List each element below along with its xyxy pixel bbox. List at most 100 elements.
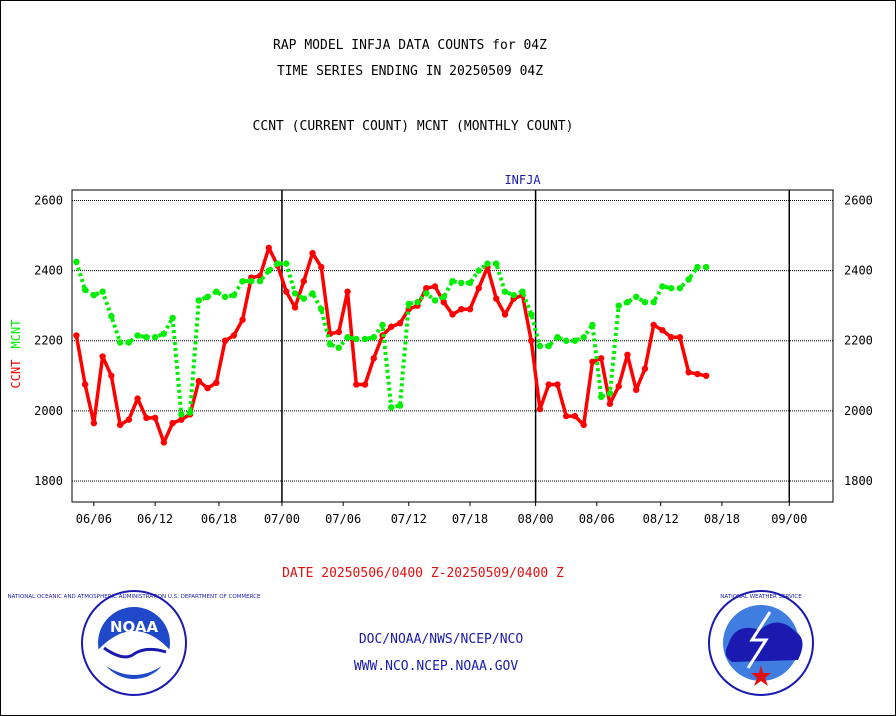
data-point-ccnt — [353, 381, 360, 388]
data-point-mcnt — [195, 297, 203, 304]
plot-border — [71, 189, 834, 503]
data-point-ccnt — [632, 386, 640, 394]
data-point-mcnt — [414, 298, 421, 306]
data-point-ccnt — [598, 355, 605, 362]
nws-logo: NATIONAL WEATHER SERVICE — [708, 590, 814, 696]
data-point-ccnt — [606, 400, 614, 408]
data-point-ccnt — [143, 414, 150, 422]
data-point-mcnt — [213, 288, 220, 295]
data-point-ccnt — [151, 414, 159, 422]
data-point-ccnt — [108, 372, 115, 379]
data-point-mcnt — [160, 330, 168, 337]
data-point-mcnt — [221, 293, 229, 301]
data-point-mcnt — [659, 283, 666, 290]
data-point-ccnt — [90, 419, 98, 427]
data-point-mcnt — [589, 321, 596, 329]
data-point-ccnt — [396, 320, 404, 327]
data-point-ccnt — [702, 372, 710, 379]
x-tick-label: 06/18 — [201, 512, 237, 526]
data-point-ccnt — [659, 327, 666, 334]
data-point-ccnt — [458, 305, 465, 313]
data-point-ccnt — [667, 334, 675, 341]
data-point-mcnt — [239, 277, 246, 285]
y-tick-label-left: 2600 — [34, 194, 63, 208]
data-point-ccnt — [641, 365, 649, 372]
data-point-ccnt — [283, 288, 290, 295]
chart-title-line1: RAP MODEL INFJA DATA COUNTS for 04Z — [273, 38, 547, 53]
x-tick-label: 07/06 — [325, 512, 361, 526]
x-tick-label: 08/06 — [579, 512, 615, 526]
x-tick-label: 06/12 — [137, 512, 173, 526]
data-point-ccnt — [178, 416, 185, 423]
y-tick-label-right: 2000 — [844, 404, 873, 418]
data-point-mcnt — [134, 332, 141, 339]
data-point-ccnt — [125, 416, 133, 423]
data-point-ccnt — [169, 419, 176, 427]
data-point-ccnt — [501, 311, 509, 318]
data-point-mcnt — [344, 334, 351, 341]
data-point-mcnt — [528, 311, 535, 318]
data-point-mcnt — [370, 334, 377, 341]
website-link[interactable]: WWW.NCO.NCEP.NOAA.GOV — [353, 659, 519, 674]
data-point-mcnt — [274, 260, 281, 267]
y-tick-label-right: 1800 — [844, 474, 873, 488]
data-point-mcnt — [186, 409, 194, 416]
x-tick-label: 06/06 — [76, 512, 112, 526]
data-point-ccnt — [300, 277, 307, 285]
y-tick-label-right: 2200 — [844, 334, 873, 348]
data-point-ccnt — [423, 284, 430, 292]
data-point-mcnt — [510, 291, 517, 299]
noaa-ring-text: NATIONAL OCEANIC AND ATMOSPHERIC ADMINIS… — [8, 594, 262, 600]
data-point-mcnt — [283, 260, 290, 267]
plot-area: 1800 1800 2000 2000 2200 2200 2400 2400 2600 2600… — [9, 173, 873, 526]
data-point-mcnt — [563, 337, 570, 344]
noaa-logo-text: NOAA — [110, 618, 159, 636]
data-point-mcnt — [431, 297, 439, 304]
data-point-mcnt — [151, 334, 159, 341]
y-axis-label-ccnt: CCNT — [9, 360, 23, 389]
data-point-ccnt — [239, 316, 246, 323]
data-point-mcnt — [650, 298, 657, 306]
data-point-mcnt — [615, 302, 622, 309]
data-point-ccnt — [160, 439, 168, 446]
data-point-mcnt — [458, 279, 465, 287]
data-point-ccnt — [99, 353, 106, 360]
data-point-ccnt — [545, 381, 552, 388]
data-point-ccnt — [370, 355, 377, 362]
data-point-mcnt — [571, 337, 579, 344]
data-point-mcnt — [318, 305, 325, 313]
data-point-ccnt — [431, 283, 439, 290]
x-tick-label: 08/00 — [518, 512, 554, 526]
data-point-mcnt — [309, 290, 316, 297]
data-point-mcnt — [449, 277, 456, 285]
noaa-logo: NOAA NATIONAL OCEANIC AND ATMOSPHERIC AD… — [8, 590, 262, 696]
data-point-mcnt — [641, 298, 649, 306]
x-tick-label: 07/12 — [391, 512, 427, 526]
agency-link[interactable]: DOC/NOAA/NWS/NCEP/NCO — [358, 632, 524, 647]
data-point-ccnt — [73, 332, 80, 339]
data-point-mcnt — [580, 334, 587, 341]
data-point-ccnt — [309, 249, 316, 257]
data-point-ccnt — [213, 379, 220, 387]
data-point-ccnt — [571, 412, 579, 420]
data-point-ccnt — [580, 421, 587, 429]
data-point-mcnt — [396, 402, 404, 409]
data-point-mcnt — [90, 291, 98, 299]
data-point-mcnt — [624, 298, 631, 306]
data-point-mcnt — [493, 260, 500, 267]
data-point-mcnt — [554, 334, 561, 341]
data-point-mcnt — [353, 335, 360, 343]
data-point-mcnt — [230, 291, 238, 299]
data-point-ccnt — [221, 337, 229, 344]
data-point-mcnt — [81, 286, 89, 294]
data-point-mcnt — [405, 300, 412, 308]
nws-ring-text: NATIONAL WEATHER SERVICE — [720, 594, 802, 600]
data-point-mcnt — [361, 335, 369, 343]
data-point-mcnt — [685, 276, 692, 283]
data-point-mcnt — [169, 314, 176, 322]
data-point-ccnt — [361, 381, 369, 388]
y-tick-label-left: 2200 — [34, 334, 63, 348]
data-point-mcnt — [667, 284, 675, 292]
chart-subtitle: CCNT (CURRENT COUNT) MCNT (MONTHLY COUNT… — [252, 119, 574, 134]
data-point-mcnt — [108, 313, 115, 320]
